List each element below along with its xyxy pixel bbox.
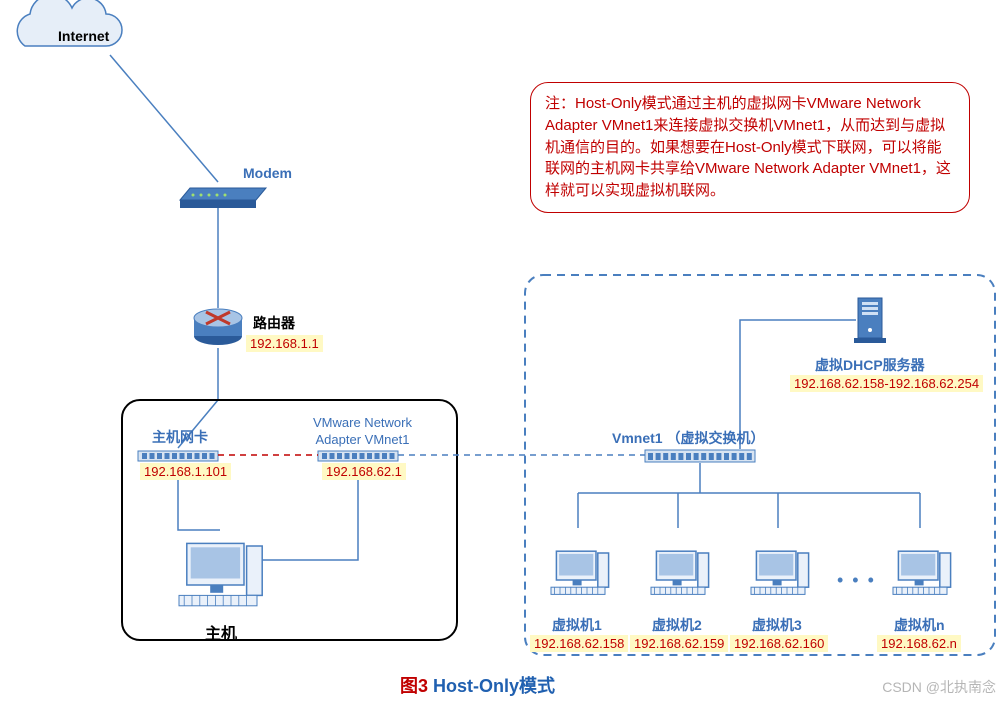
note-box: 注：Host-Only模式通过主机的虚拟网卡VMware Network Ada… [530, 82, 970, 213]
vm2-ip: 192.168.62.159 [630, 635, 728, 652]
vm1-ip: 192.168.62.158 [530, 635, 628, 652]
vmnet-nic-ip: 192.168.62.1 [322, 463, 406, 480]
caption-num: 图3 [400, 676, 433, 696]
ellipsis-dots: • • • [837, 570, 876, 591]
dhcp-label: 虚拟DHCP服务器 [815, 355, 925, 375]
virtual-group-box [525, 275, 995, 655]
caption-txt: Host-Only模式 [433, 676, 555, 696]
vm3-label: 虚拟机3 [752, 615, 802, 635]
vm1-label: 虚拟机1 [552, 615, 602, 635]
vm-pc-icon-2 [751, 551, 809, 594]
host-pc-icon [179, 543, 262, 605]
vm2-label: 虚拟机2 [652, 615, 702, 635]
vmn-ip: 192.168.62.n [877, 635, 961, 652]
vmnet-nic-label2: Adapter VMnet1 [300, 432, 425, 447]
vm3-ip: 192.168.62.160 [730, 635, 828, 652]
vmn-label: 虚拟机n [894, 615, 945, 635]
vm-pc-icon-0 [551, 551, 609, 594]
caption: 图3 Host-Only模式 [400, 672, 555, 698]
vmnet-switch-icon [645, 450, 755, 462]
modem-label: Modem [243, 165, 292, 181]
host-nic-label: 主机网卡 [152, 427, 208, 447]
router-ip: 192.168.1.1 [246, 335, 323, 352]
vmnet-switch-label: Vmnet1 （虚拟交换机） [612, 428, 764, 448]
host-label: 主机 [205, 620, 237, 644]
host-nic-ip: 192.168.1.101 [140, 463, 231, 480]
watermark: CSDN @北执南念 [882, 677, 996, 697]
internet-label: Internet [58, 28, 109, 44]
router-label: 路由器 [253, 313, 295, 333]
vm-pc-icon-3 [893, 551, 951, 594]
vm-pc-icon-1 [651, 551, 709, 594]
vmnet-nic-label1: VMware Network [300, 415, 425, 430]
dhcp-ip: 192.168.62.158-192.168.62.254 [790, 375, 983, 392]
